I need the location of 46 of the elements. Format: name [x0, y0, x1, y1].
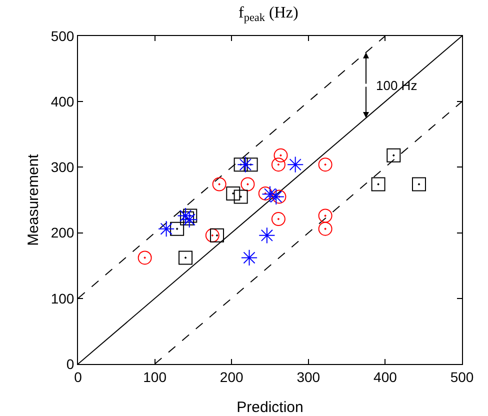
point	[170, 222, 184, 236]
point	[412, 177, 426, 192]
x-tick-label: 400	[374, 368, 398, 385]
x-axis-title: Prediction	[236, 399, 304, 416]
point	[386, 148, 401, 162]
point	[210, 228, 224, 242]
point	[318, 158, 332, 172]
annotation: 100 Hz	[376, 78, 418, 93]
point	[271, 158, 286, 172]
point	[234, 190, 248, 204]
point	[287, 156, 304, 173]
point	[318, 208, 332, 223]
y-tick-label: 0	[66, 356, 74, 372]
chart-title: f$_{peak}$ (Hz)	[238, 4, 298, 24]
point	[183, 208, 198, 223]
point	[237, 156, 254, 173]
y-tick-label: 200	[50, 224, 74, 241]
point	[272, 190, 286, 204]
x-tick-label: 300	[296, 368, 320, 385]
y-axis-title: Measurement	[25, 153, 42, 246]
point	[177, 207, 194, 224]
point	[158, 220, 175, 238]
point	[138, 250, 152, 265]
point	[181, 211, 198, 228]
x-tick-label: 500	[450, 368, 474, 385]
point	[274, 148, 288, 162]
point	[318, 222, 332, 236]
point	[212, 177, 226, 192]
point	[205, 228, 220, 242]
point	[258, 227, 276, 244]
point	[240, 249, 258, 266]
y-tick-label: 300	[50, 159, 74, 176]
x-tick-label: 200	[220, 368, 244, 385]
point	[180, 211, 194, 226]
point	[258, 186, 272, 200]
y-tick-label: 500	[50, 28, 74, 44]
point	[234, 158, 248, 172]
x-tick-label: 100	[143, 368, 167, 385]
y-tick-label: 400	[50, 94, 74, 110]
point	[226, 186, 240, 200]
point	[244, 158, 258, 172]
y-tick-label: 100	[50, 290, 74, 306]
point	[178, 250, 193, 265]
point	[371, 177, 386, 192]
point	[240, 177, 255, 192]
point	[271, 212, 286, 226]
